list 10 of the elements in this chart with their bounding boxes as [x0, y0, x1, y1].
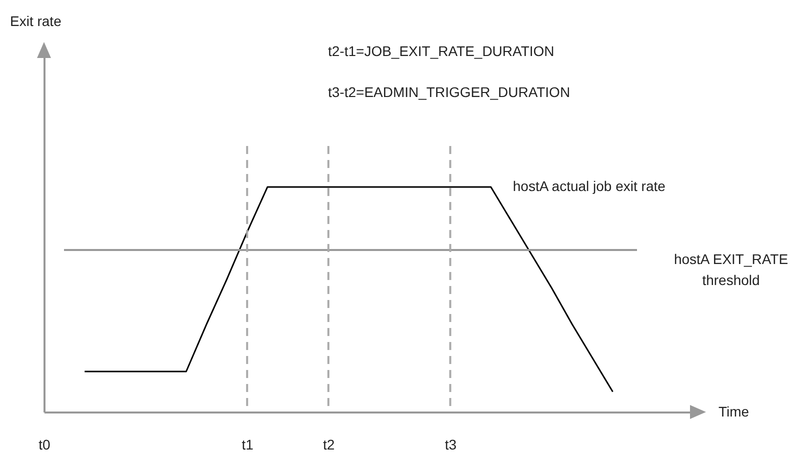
x-tick-label: t3: [444, 436, 457, 452]
x-tick-label: t0: [38, 436, 51, 452]
x-axis-title: Time: [718, 404, 750, 420]
x-tick-label: t2: [323, 436, 335, 452]
text: t3-t2=EADMIN_TRIGGER_DURATION: [328, 84, 570, 100]
x-tick-label: t1: [242, 436, 254, 452]
ref-line-label: hostA EXIT_RATE threshold: [674, 251, 788, 288]
series-label: hostA actual job exit rate: [512, 178, 666, 194]
text: t2-t1=JOB_EXIT_RATE_DURATION: [328, 43, 554, 59]
text: Exit rate: [10, 13, 62, 29]
